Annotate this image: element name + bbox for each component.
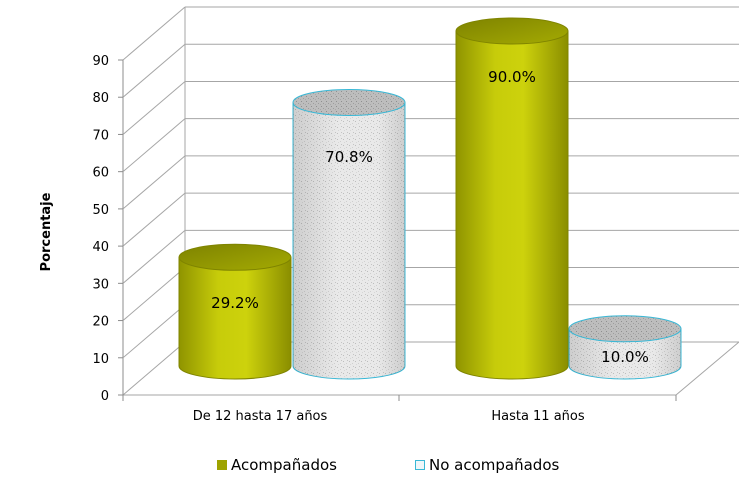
y-tick-label: 70 <box>92 128 109 143</box>
gridline-side <box>122 43 186 98</box>
bar-1-1-body <box>178 256 292 380</box>
y-axis-title: Porcentaje <box>39 192 54 271</box>
x-tick-label: De 12 hasta 17 años <box>193 409 328 424</box>
gridline-side <box>122 304 186 359</box>
bar-2-1-shade <box>293 102 405 379</box>
gridline-side <box>122 267 186 321</box>
legend-item-series-2: No acompañados <box>415 456 559 474</box>
data-label-1-2: 90.0% <box>488 68 536 86</box>
y-tick-label: 20 <box>92 315 109 330</box>
y-tick-label: 90 <box>92 54 109 69</box>
gridline-side <box>122 229 186 284</box>
y-tick-label: 50 <box>92 203 109 218</box>
bar-1-2-top <box>455 17 569 45</box>
gridline-side <box>122 81 186 135</box>
bars <box>178 17 682 380</box>
legend-swatch-series-2 <box>415 460 425 470</box>
y-tick-label: 10 <box>92 352 109 367</box>
x-tick-label: Hasta 11 años <box>491 409 585 424</box>
data-label-2-1: 70.8% <box>325 148 373 166</box>
legend-item-series-1: Acompañados <box>217 456 337 474</box>
bar-1-2-body <box>455 30 569 380</box>
legend-label-series-1: Acompañados <box>231 456 337 474</box>
legend-label-series-2: No acompañados <box>429 456 560 474</box>
gridline-side <box>122 192 186 247</box>
y-tick-label: 40 <box>92 240 109 255</box>
gridline-side <box>122 118 186 173</box>
y-tick-label: 30 <box>92 277 109 292</box>
bar-2-2-shade <box>569 328 681 379</box>
gridline-side <box>122 6 186 61</box>
gridline-side <box>122 155 186 210</box>
data-label-2-2: 10.0% <box>601 348 649 366</box>
y-tick-label: 80 <box>92 91 109 106</box>
y-tick-label: 0 <box>101 389 109 404</box>
data-label-1-1: 29.2% <box>211 294 259 312</box>
data-labels: 29.2% 70.8% 90.0% 10.0% <box>211 68 649 366</box>
legend-swatch-series-1 <box>217 460 227 470</box>
bar-1-1-top <box>178 243 292 271</box>
bar-2-1-top <box>292 88 406 116</box>
legend: Acompañados No acompañados <box>0 456 739 478</box>
y-tick-label: 60 <box>92 166 109 181</box>
bar-2-2-top <box>568 315 682 343</box>
